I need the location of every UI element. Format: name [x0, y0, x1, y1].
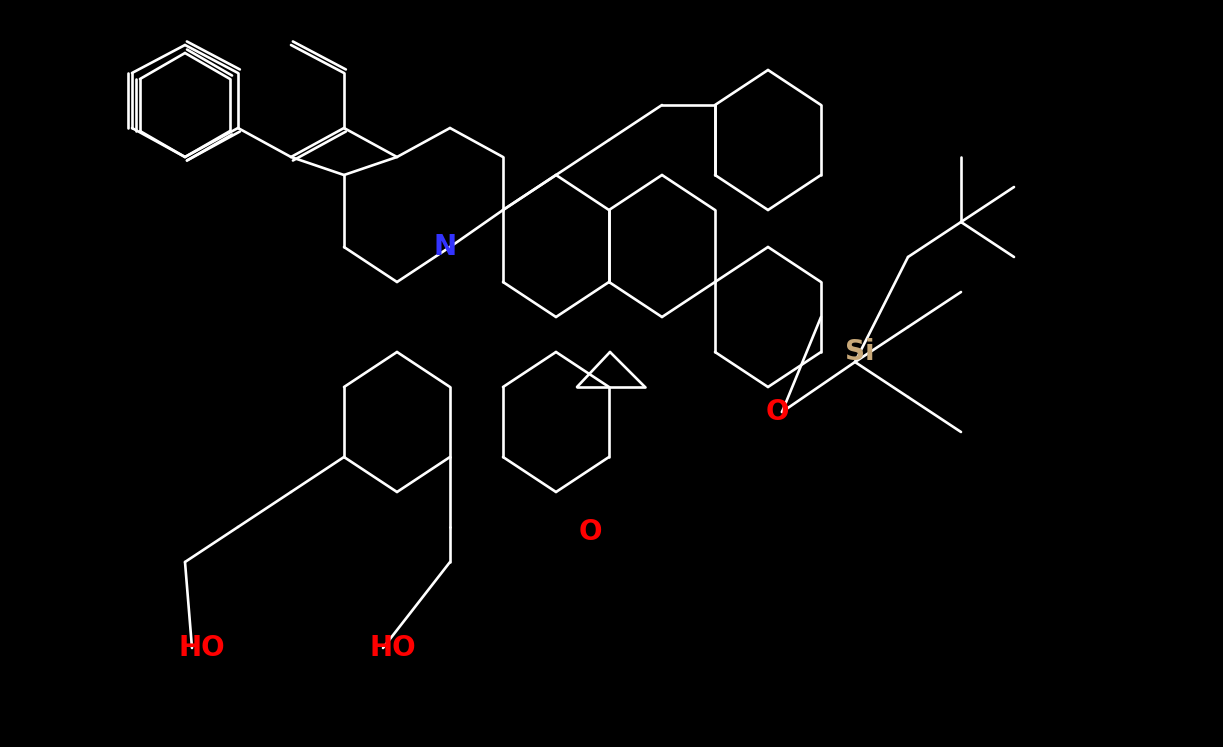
- Text: HO: HO: [179, 634, 225, 662]
- Text: O: O: [766, 398, 789, 426]
- Text: O: O: [578, 518, 602, 546]
- Text: Si: Si: [845, 338, 874, 366]
- Text: N: N: [433, 233, 456, 261]
- Text: HO: HO: [369, 634, 416, 662]
